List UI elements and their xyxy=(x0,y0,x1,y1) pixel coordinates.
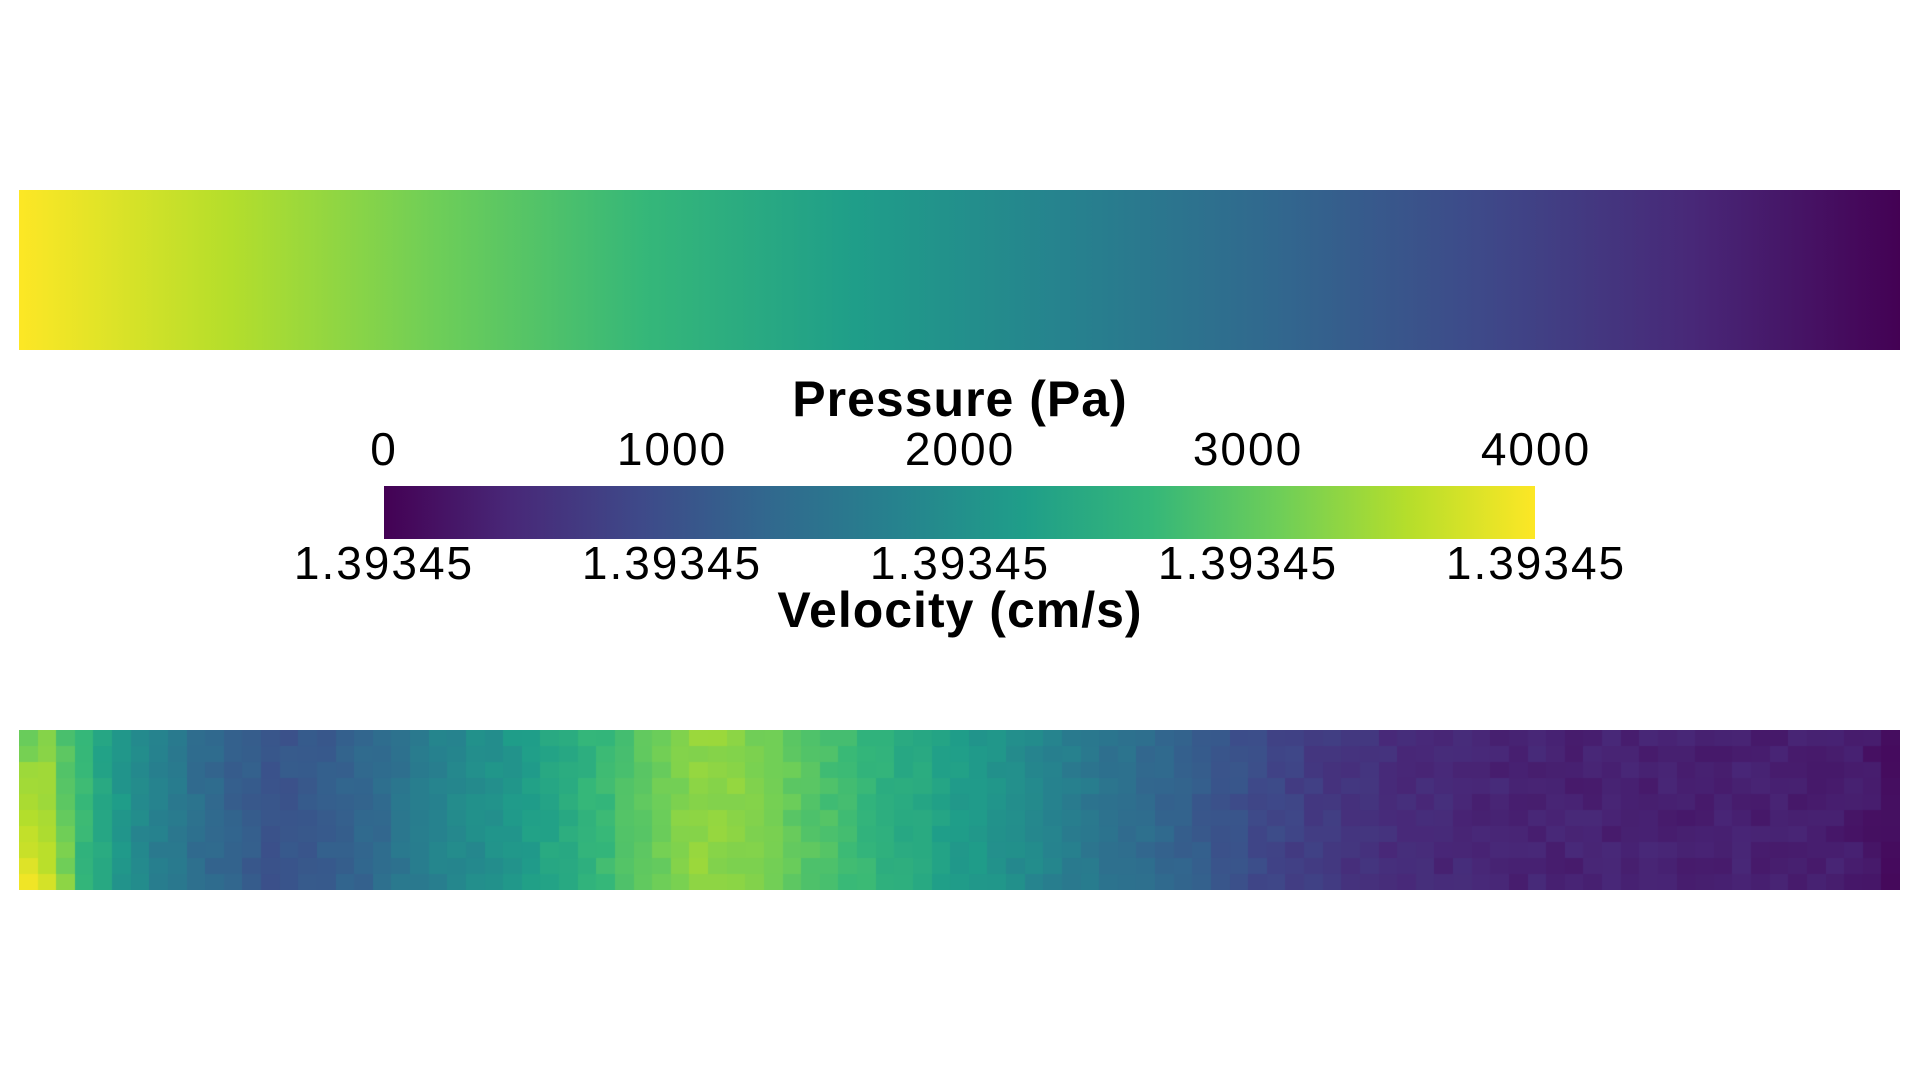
velocity-field-strip xyxy=(19,730,1900,890)
velocity-tick-label: 1.39345 xyxy=(293,537,475,589)
pressure-tick-label: 3000 xyxy=(1192,423,1304,475)
pressure-field-strip xyxy=(19,190,1900,350)
pressure-tick-label: 1000 xyxy=(616,423,728,475)
velocity-scale-title: Velocity (cm/s) xyxy=(777,582,1143,638)
pressure-tick-label: 4000 xyxy=(1480,423,1592,475)
velocity-tick-label: 1.39345 xyxy=(581,537,763,589)
pressure-tick-label: 0 xyxy=(370,423,398,475)
velocity-tick-label: 1.39345 xyxy=(869,537,1051,589)
velocity-tick-label: 1.39345 xyxy=(1157,537,1339,589)
colorbar-gradient xyxy=(384,486,1535,539)
pressure-tick-label: 2000 xyxy=(904,423,1016,475)
pressure-scale-title: Pressure (Pa) xyxy=(792,371,1128,427)
velocity-tick-label: 1.39345 xyxy=(1445,537,1627,589)
